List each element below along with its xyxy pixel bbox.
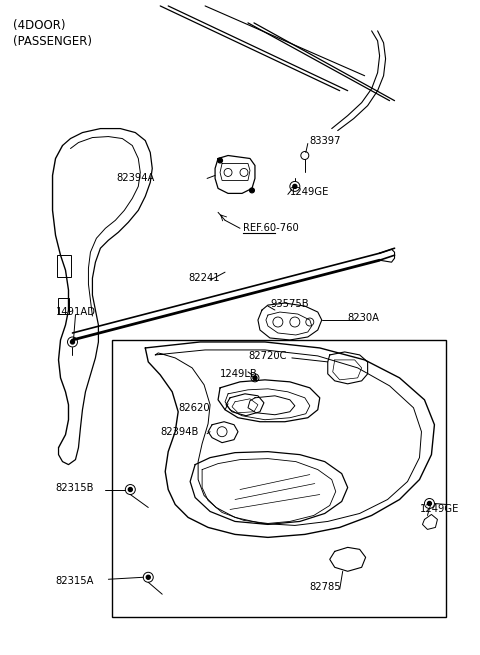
Text: 82785: 82785: [310, 582, 341, 592]
Text: 82315B: 82315B: [56, 483, 94, 493]
Text: 83397: 83397: [310, 136, 341, 145]
Text: 93575B: 93575B: [270, 299, 309, 309]
Text: 82394B: 82394B: [160, 426, 199, 437]
Circle shape: [250, 188, 254, 193]
Text: 1491AD: 1491AD: [56, 307, 96, 317]
Text: (PASSENGER): (PASSENGER): [12, 35, 92, 48]
Circle shape: [428, 502, 432, 506]
Circle shape: [253, 376, 257, 380]
Text: 1249LB: 1249LB: [220, 369, 258, 379]
Bar: [58, 298, 70, 314]
Bar: [57, 255, 72, 277]
Circle shape: [146, 575, 150, 579]
Bar: [112, 340, 446, 617]
Circle shape: [293, 185, 297, 189]
Text: 82241: 82241: [188, 273, 220, 283]
Text: 82394A: 82394A: [117, 174, 155, 183]
Text: 82620: 82620: [178, 403, 210, 413]
Text: 1249GE: 1249GE: [420, 504, 459, 514]
Circle shape: [71, 340, 74, 344]
Text: 8230A: 8230A: [348, 313, 380, 323]
Circle shape: [217, 158, 223, 163]
Text: 82720C: 82720C: [248, 351, 287, 361]
Circle shape: [128, 487, 132, 491]
Text: REF.60-760: REF.60-760: [243, 223, 299, 233]
Text: 82315A: 82315A: [56, 576, 94, 586]
Text: (4DOOR): (4DOOR): [12, 19, 65, 32]
Text: 1249GE: 1249GE: [290, 187, 329, 197]
